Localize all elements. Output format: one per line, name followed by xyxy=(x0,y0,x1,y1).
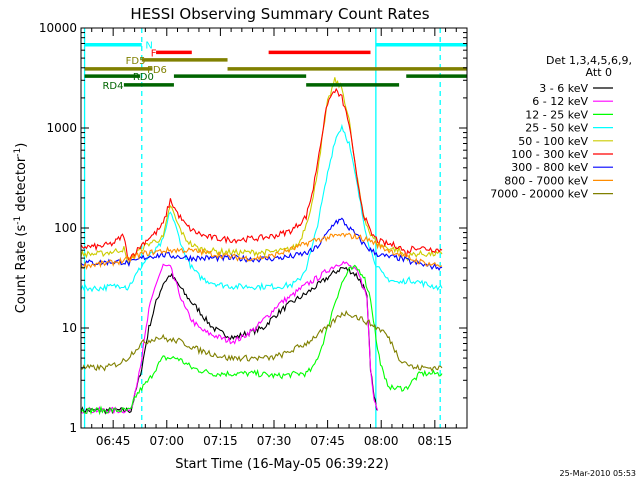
x-tick-label: 07:30 xyxy=(257,434,292,448)
y-tick-label: 100 xyxy=(54,221,77,235)
x-axis-label: Start Time (16-May-05 06:39:22) xyxy=(175,457,389,472)
x-tick-label: 07:15 xyxy=(203,434,238,448)
series-line xyxy=(81,264,443,416)
x-tick-label: 07:00 xyxy=(149,434,184,448)
legend-entry-label: 3 - 6 keV xyxy=(539,82,588,95)
plot-area xyxy=(80,27,468,429)
chart-title: HESSI Observing Summary Count Rates xyxy=(130,5,429,23)
flag-label: N xyxy=(145,41,152,52)
series-line xyxy=(81,87,443,261)
series-line xyxy=(81,266,379,415)
plot-frame xyxy=(80,27,468,429)
series-line xyxy=(81,232,443,270)
y-tick-label: 10000 xyxy=(39,21,77,35)
series-line xyxy=(81,309,443,372)
x-tick-label: 06:45 xyxy=(96,434,131,448)
legend-entry-label: 12 - 25 keV xyxy=(525,108,588,121)
series-line xyxy=(81,123,443,293)
x-tick-label: 07:45 xyxy=(310,434,345,448)
y-tick-label: 10 xyxy=(62,321,77,335)
flag-label: RD4 xyxy=(102,81,123,92)
x-tick-label: 08:15 xyxy=(418,434,453,448)
legend-title: Det 1,3,4,5,6,9, xyxy=(546,54,632,67)
x-tick-label: 08:00 xyxy=(364,434,399,448)
y-tick-label: 1 xyxy=(69,421,77,435)
legend-entry-label: 50 - 100 keV xyxy=(518,135,588,148)
legend-entry-label: 100 - 300 keV xyxy=(511,148,588,161)
legend-attenuator: Att 0 xyxy=(586,66,612,79)
legend-entry-label: 7000 - 20000 keV xyxy=(490,188,588,201)
y-tick-label: 1000 xyxy=(46,121,77,135)
legend-entry-label: 6 - 12 keV xyxy=(532,95,588,108)
flag-label: F xyxy=(151,48,157,59)
legend-entry-label: 25 - 50 keV xyxy=(525,122,588,135)
series-line xyxy=(81,260,379,415)
footer-timestamp: 25-Mar-2010 05:53 xyxy=(560,469,637,478)
flag-label: FD6 xyxy=(147,65,167,76)
legend-entry-label: 800 - 7000 keV xyxy=(504,174,588,187)
flag-label: FD5 xyxy=(126,56,146,67)
y-axis-label: Count Rate (s-1 detector-1) xyxy=(13,143,29,314)
legend-entry-label: 300 - 800 keV xyxy=(511,161,588,174)
flag-label: RD0 xyxy=(133,72,154,83)
